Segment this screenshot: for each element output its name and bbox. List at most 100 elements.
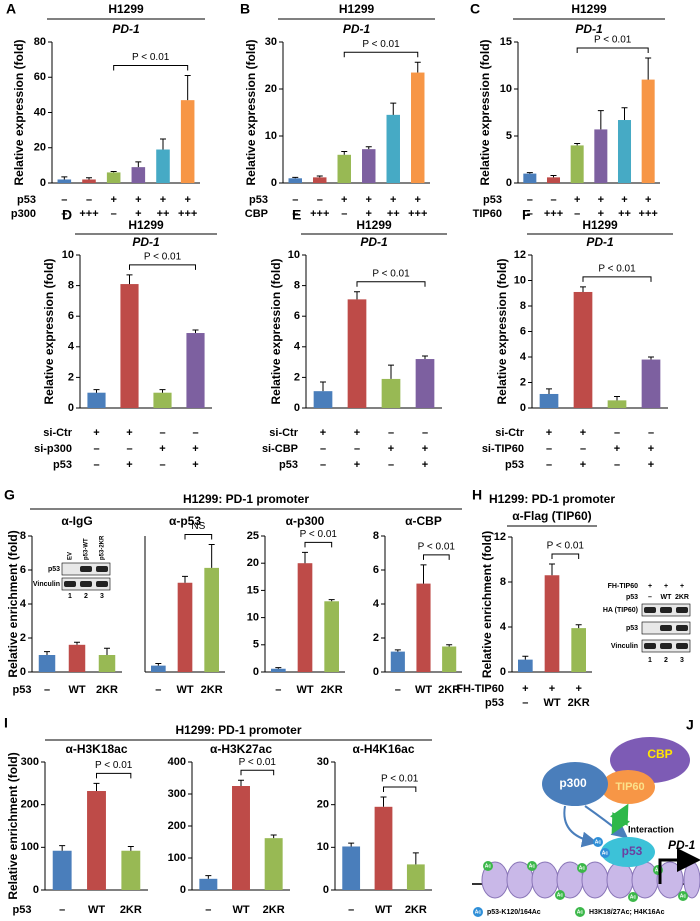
bar — [607, 400, 627, 408]
y-tick-label: 200 — [21, 799, 39, 811]
error-bar — [61, 176, 68, 180]
y-tick-label: 30 — [317, 756, 329, 768]
x-tick-label: – — [205, 904, 211, 916]
bar — [68, 644, 86, 672]
bar — [539, 393, 559, 408]
bracket — [240, 769, 275, 776]
chart-subtitle: PD-1 — [132, 235, 160, 249]
y-tick-label: 4 — [500, 621, 507, 633]
ac-label: Ac — [680, 893, 687, 899]
bar — [57, 179, 72, 183]
y-axis-label: Relative expression (fold) — [495, 258, 509, 404]
annotation: P < 0.01 — [598, 264, 636, 275]
error-bar — [93, 782, 100, 792]
chart-subtitle: α-H4K16ac — [352, 742, 414, 756]
condition-label: + — [388, 443, 394, 455]
y-tick-label: 0 — [253, 666, 259, 678]
condition-label: – — [422, 427, 428, 439]
y-tick-label: 0 — [506, 177, 512, 189]
interaction-label: Interaction — [628, 824, 674, 834]
y-tick-label: 0 — [500, 666, 506, 678]
condition-label: + — [159, 443, 165, 455]
error-bar — [550, 174, 557, 178]
error-bar — [93, 389, 100, 393]
condition-label: + — [522, 683, 528, 695]
bar — [411, 72, 425, 183]
error-bar — [135, 161, 142, 168]
condition-name: p53 — [483, 194, 502, 206]
y-tick-label: 4 — [294, 341, 301, 353]
x-tick-label: 2KR — [120, 904, 142, 916]
condition-name: si-TIP60 — [482, 443, 524, 455]
p53-shape — [601, 837, 655, 867]
panel-label: H — [472, 487, 482, 503]
error-bar — [192, 329, 199, 334]
chart-subtitle: α-p300 — [286, 514, 325, 528]
condition-label: + — [546, 427, 552, 439]
y-tick-label: 10 — [317, 841, 329, 853]
condition-label: + — [574, 194, 580, 206]
annotation: P < 0.01 — [132, 52, 170, 63]
chart-title: H1299 — [571, 2, 607, 16]
chart-subtitle: α-H3K18ac — [65, 742, 127, 756]
x-tick-label: WT — [296, 684, 313, 696]
nucleosomes — [481, 861, 700, 899]
bar — [38, 655, 56, 672]
blot-band — [96, 566, 108, 572]
bar — [523, 173, 537, 183]
y-tick-label: 25 — [247, 530, 259, 542]
condition-name: FH-TIP60 — [456, 683, 504, 695]
y-tick-label: 20 — [265, 83, 277, 95]
x-tick-label: 2KR — [201, 684, 223, 696]
condition-label: + — [598, 208, 604, 220]
y-tick-label: 100 — [21, 841, 39, 853]
y-tick-label: 30 — [265, 36, 277, 48]
error-bar — [614, 396, 620, 401]
x-tick-label: – — [44, 684, 50, 696]
condition-name: p53 — [17, 194, 36, 206]
condition-label: + — [580, 427, 586, 439]
x-tick-label: – — [395, 684, 401, 696]
x-tick-label: WT — [232, 904, 249, 916]
y-tick-label: 10 — [514, 274, 526, 286]
chart-subtitle: α-IgG — [61, 514, 92, 528]
bar — [177, 582, 193, 672]
condition-label: – — [546, 459, 552, 471]
error-bar — [104, 647, 110, 655]
bar — [199, 878, 218, 890]
cbp-label: CBP — [647, 747, 672, 761]
y-axis-label: Relative enrichment (fold) — [6, 752, 20, 899]
y-tick-label: 4 — [20, 598, 27, 610]
bracket — [423, 554, 450, 560]
y-tick-label: 6 — [20, 564, 26, 576]
condition-label: – — [61, 194, 67, 206]
y-tick-label: 0 — [271, 177, 277, 189]
condition-label: – — [320, 443, 326, 455]
panel-label: C — [470, 1, 480, 17]
error-bar — [155, 663, 162, 666]
x-tick-label: 2KR — [438, 684, 460, 696]
error-bar — [526, 172, 533, 174]
blot-band — [96, 581, 108, 587]
bar — [121, 850, 141, 890]
chart-subtitle: α-p53 — [169, 514, 201, 528]
error-bar — [380, 796, 387, 807]
panel-label: A — [6, 1, 16, 17]
x-tick-label: – — [348, 904, 354, 916]
condition-label: – — [192, 427, 198, 439]
bar — [186, 333, 205, 408]
bar — [153, 392, 172, 408]
condition-label: – — [614, 459, 620, 471]
condition-label: + — [110, 194, 116, 206]
error-bar — [184, 74, 191, 101]
condition-label: – — [292, 194, 298, 206]
annotation: P < 0.01 — [547, 541, 585, 552]
panel-label: E — [292, 207, 301, 223]
p300-shape — [542, 762, 608, 806]
chart-subtitle: α-H3K27ac — [210, 742, 272, 756]
condition-name: TIP60 — [473, 208, 502, 220]
condition-label: + — [645, 194, 651, 206]
condition-label: – — [527, 208, 533, 220]
y-tick-label: 200 — [168, 820, 186, 832]
chart-subtitle: α-Flag (TIP60) — [512, 509, 591, 523]
